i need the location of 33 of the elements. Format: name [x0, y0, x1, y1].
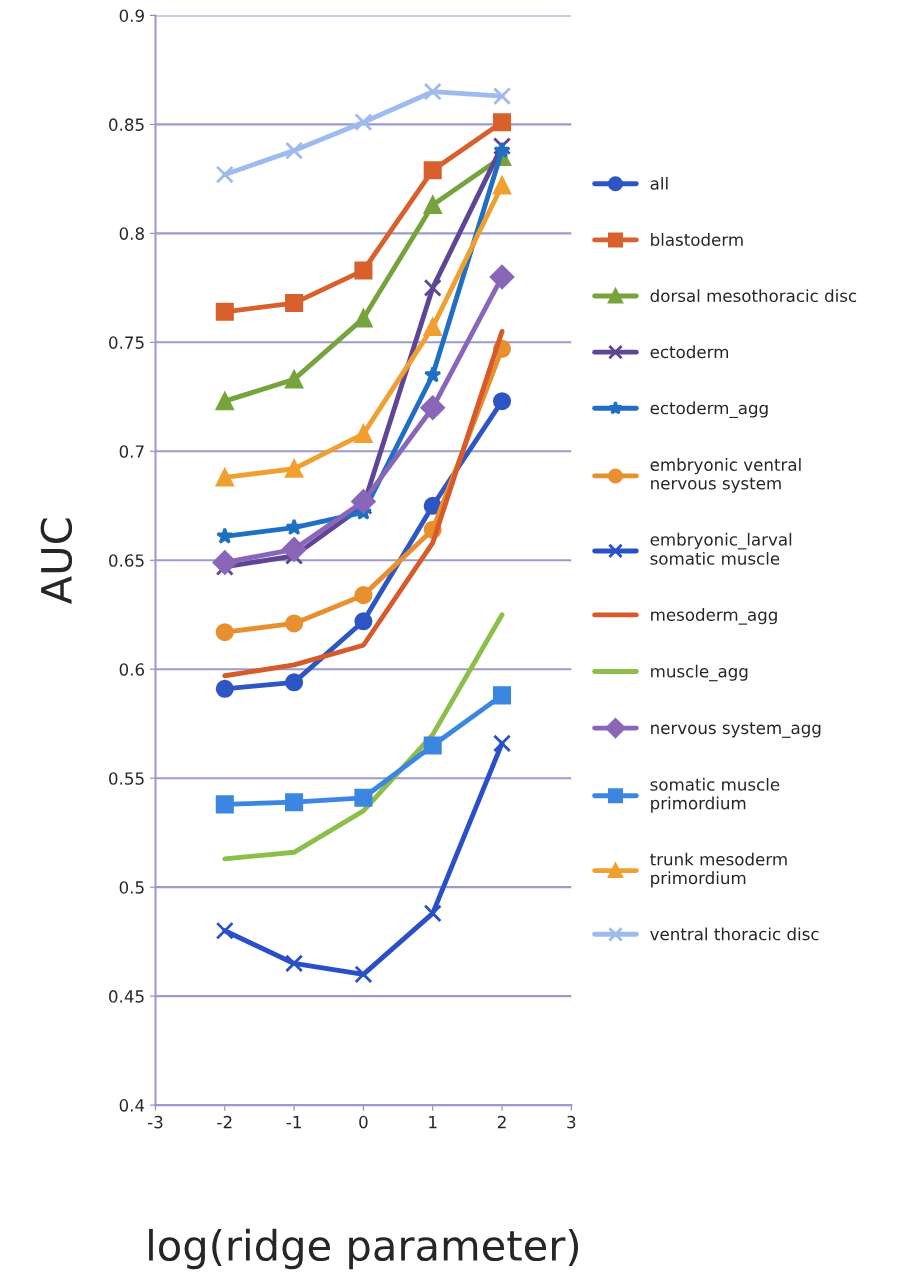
legend-label: nervous system_agg [651, 722, 821, 738]
y-tick-label: 0.75 [109, 336, 144, 349]
x-tick-label: 3 [567, 1115, 576, 1129]
y-tick-label: 0.55 [109, 772, 144, 785]
y-tick-label: 0.85 [109, 118, 144, 131]
x-tick-label: 2 [497, 1115, 506, 1129]
x-tick-label: 1 [429, 1116, 437, 1129]
y-tick-label: 0.5 [119, 881, 144, 894]
legend-label: ectoderm [650, 345, 729, 359]
legend-label: blastoderm [651, 233, 743, 246]
y-tick-label: 0.7 [119, 445, 144, 458]
y-tick-label: 0.65 [109, 554, 144, 567]
legend-label: embryonic_larval somatic muscle [650, 532, 792, 565]
legend-label: muscle_agg [651, 664, 748, 682]
legend-label: mesoderm_agg [651, 608, 777, 625]
x-axis-title: log(ridge parameter) [149, 1228, 579, 1270]
x-tick-label: -2 [217, 1115, 232, 1129]
y-tick-label: 0.6 [119, 663, 145, 676]
x-tick-label: -1 [286, 1116, 301, 1129]
legend-label: trunk mesoderm primordium [650, 852, 787, 888]
y-tick-label: 0.4 [119, 1099, 145, 1112]
legend-label: all [650, 176, 668, 190]
x-tick-label: -3 [147, 1115, 163, 1129]
y-tick-label: 0.9 [119, 9, 144, 22]
y-tick-label: 0.8 [119, 227, 144, 240]
legend-label: dorsal mesothoracic disc [650, 289, 857, 303]
legend-label: embryonic ventral nervous system [650, 458, 801, 493]
legend-label: ectoderm_agg [650, 401, 768, 419]
y-axis-title: AUC [40, 518, 73, 604]
legend-label: ventral thoracic disc [650, 927, 819, 941]
legend-label: somatic muscle primordium [650, 777, 780, 813]
x-tick-label: 0 [359, 1115, 368, 1129]
y-tick-label: 0.45 [109, 990, 144, 1003]
